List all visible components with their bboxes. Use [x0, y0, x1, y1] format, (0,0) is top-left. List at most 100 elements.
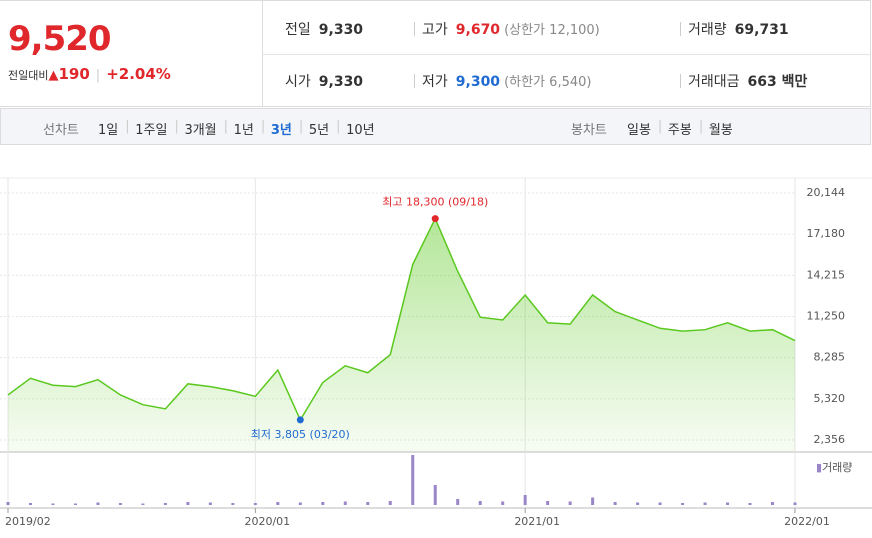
volume-bar — [793, 502, 797, 505]
separator — [414, 74, 415, 88]
summary-value: 69,731 — [734, 22, 789, 38]
volume-bar — [433, 485, 437, 505]
x-tick-label: 2020/01 — [244, 515, 290, 528]
volume-bar — [636, 502, 640, 505]
y-tick-label: 20,144 — [807, 186, 846, 199]
volume-bar — [523, 495, 527, 505]
tab-divider: | — [174, 119, 179, 134]
volume-bar — [388, 501, 392, 505]
row-divider — [262, 54, 871, 55]
summary-label: 고가 — [422, 22, 448, 38]
legend-swatch: ▮ — [816, 461, 822, 474]
annotation-dot — [431, 215, 439, 223]
summary-cell: 저가 9,300 (하한가 6,540) — [422, 71, 591, 91]
quote-header: 9,520 전일대비▲190 | +2.04% 전일 9,330 고가 9,670 (상한가… — [0, 0, 871, 107]
divider: | — [95, 68, 101, 83]
legend-label: 거래량 — [822, 461, 852, 474]
change: 전일대비▲190 | +2.04% — [8, 65, 171, 83]
summary-label: 거래량 — [688, 22, 727, 38]
x-tick-label: 2021/01 — [514, 515, 560, 528]
tab[interactable]: 10년 — [346, 123, 375, 138]
tab[interactable]: 5년 — [308, 123, 330, 138]
volume-bar — [118, 503, 122, 505]
volume-bar — [343, 501, 347, 505]
volume-bar — [321, 502, 325, 505]
tab[interactable]: 1년 — [233, 123, 254, 138]
y-tick-label: 17,180 — [807, 227, 846, 240]
legend: ▮거래량 — [816, 461, 852, 474]
volume-bar — [96, 502, 100, 505]
change-value: 190 — [58, 65, 90, 83]
summary-cell: 거래량 69,731 — [688, 19, 789, 39]
summary-label: 거래대금 — [688, 74, 740, 90]
y-tick-label: 14,215 — [807, 268, 846, 281]
volume-bar — [73, 503, 77, 505]
annotation: 최고 18,300 (09/18) — [382, 196, 488, 209]
annotation-label: 최저 — [251, 428, 271, 441]
y-tick-label: 11,250 — [807, 310, 846, 323]
limit-value: 6,540 — [549, 75, 587, 90]
volume-bar — [703, 502, 707, 505]
volume-bar — [501, 501, 505, 505]
tab[interactable]: 일봉 — [627, 123, 651, 138]
volume-bar — [163, 503, 167, 505]
price: 9,520 — [8, 19, 112, 59]
limit-label: 상한가 — [509, 23, 546, 38]
volume-bar — [456, 499, 460, 505]
limit: (상한가 12,100) — [504, 23, 600, 38]
change-pct: +2.04% — [106, 65, 171, 83]
y-tick-label: 2,356 — [814, 433, 846, 446]
annotation-dot — [296, 416, 304, 424]
annotation-date: 09/18 — [452, 196, 484, 209]
y-tick-label: 5,320 — [814, 392, 846, 405]
separator — [680, 74, 681, 88]
tab-divider: | — [336, 119, 341, 134]
summary-value: 663 백만 — [747, 74, 808, 90]
volume-bar — [546, 501, 550, 505]
annotation-label: 최고 — [382, 196, 402, 209]
volume-bar — [591, 497, 595, 505]
tab[interactable]: 1주일 — [135, 123, 168, 138]
summary-value: 9,300 — [455, 74, 501, 90]
volume-bar — [478, 501, 482, 505]
summary-cell: 거래대금 663 백만 — [688, 71, 807, 91]
tab[interactable]: 3개월 — [184, 123, 217, 138]
price-line — [7, 216, 796, 422]
x-tick-label: 2019/02 — [5, 515, 51, 528]
x-tick-label: 2022/01 — [784, 515, 830, 528]
summary-value: 9,330 — [318, 22, 364, 38]
tab-group-label: 봉차트 — [571, 123, 607, 138]
volume-bar — [253, 503, 257, 505]
volume-bar — [6, 502, 10, 505]
separator — [414, 22, 415, 36]
volume-bar — [681, 503, 685, 505]
volume-bar — [186, 502, 190, 505]
volume-bar — [366, 502, 370, 505]
volume-bar — [28, 503, 32, 505]
tab[interactable]: 주봉 — [667, 123, 692, 138]
limit-value: 12,100 — [549, 23, 595, 38]
annotation-date: 03/20 — [314, 428, 346, 441]
y-tick-label: 8,285 — [814, 351, 846, 364]
up-arrow: ▲ — [48, 68, 59, 83]
period-tabs: 선차트 1일 | 1주일 | 3개월 | 1년 | 3년 | 5년 | 10년 봉차트 일봉 | 주봉 | 월봉 — [0, 108, 871, 145]
tab-divider: | — [698, 119, 704, 134]
volume-bar — [726, 502, 730, 505]
volume-bar — [658, 502, 662, 505]
tab-divider: | — [657, 119, 663, 134]
tab[interactable]: 1일 — [98, 123, 119, 138]
summary-label: 시가 — [285, 74, 311, 90]
volume-bar — [748, 503, 752, 505]
summary-label: 저가 — [422, 74, 448, 90]
volume-bar — [298, 502, 302, 505]
tab[interactable]: 월봉 — [708, 123, 733, 138]
summary-cell: 시가 9,330 — [285, 71, 363, 91]
tab-divider: | — [298, 119, 304, 134]
summary-cell: 전일 9,330 — [285, 19, 363, 39]
volume-bar — [771, 502, 775, 505]
tab-group-label: 선차트 — [43, 123, 79, 138]
tab[interactable]: 3년 — [270, 123, 292, 138]
volume-bar — [613, 502, 617, 505]
annotation-value: 3,805 — [275, 428, 307, 441]
